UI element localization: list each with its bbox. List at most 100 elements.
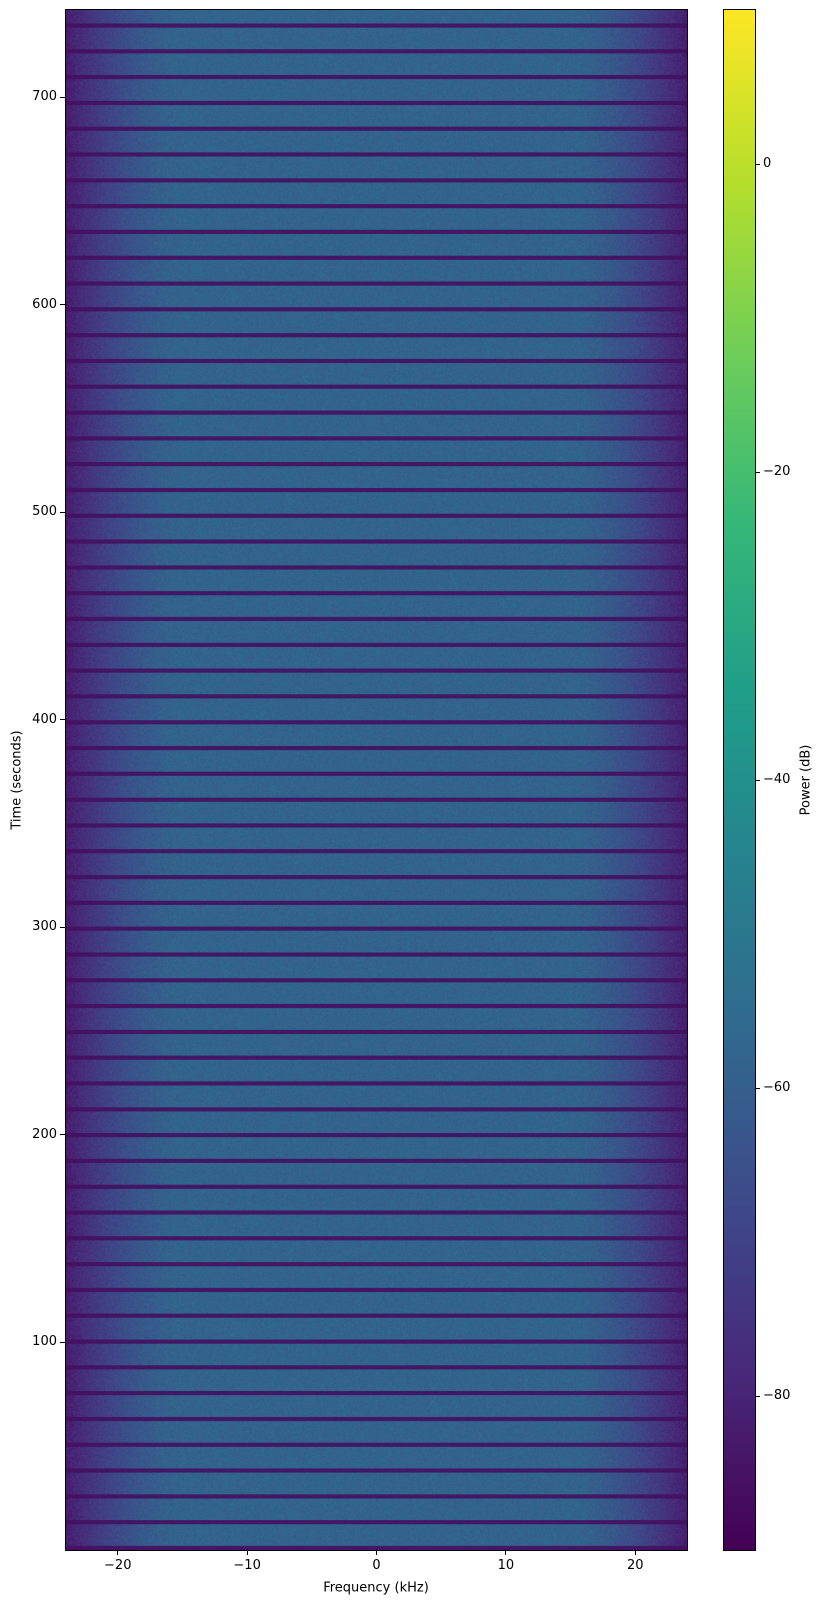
dropout-stripe: [66, 1442, 687, 1447]
spectrogram-plot-area: [66, 10, 687, 1550]
dropout-stripe: [66, 926, 687, 931]
colorbar-label: Power (dB): [798, 744, 814, 816]
dropout-stripe: [66, 1339, 687, 1344]
dropout-stripe: [66, 694, 687, 699]
dropout-stripe: [66, 74, 687, 80]
x-tick: [246, 1550, 248, 1555]
y-tick-label: 600: [32, 296, 57, 312]
dropout-stripe: [66, 565, 687, 570]
x-axis-label: Frequency (kHz): [323, 1580, 429, 1596]
colorbar-tick-label: −80: [763, 1388, 791, 1403]
dropout-stripe: [66, 1081, 687, 1086]
dropout-stripe: [66, 849, 687, 854]
dropout-stripe: [66, 771, 687, 776]
x-tick: [634, 1550, 636, 1555]
colorbar-tick: [755, 1087, 760, 1089]
y-tick-label: 200: [32, 1126, 57, 1142]
dropout-stripe: [66, 229, 687, 234]
y-tick-label: 400: [32, 711, 57, 727]
y-tick: [60, 511, 65, 513]
colorbar-tick-label: −20: [763, 464, 791, 479]
dropout-stripes: [66, 23, 687, 1550]
dropout-stripe: [66, 952, 687, 957]
x-tick: [117, 1550, 119, 1555]
dropout-stripe: [66, 539, 687, 544]
y-tick-label: 100: [32, 1334, 57, 1350]
colorbar-tick: [755, 471, 760, 473]
dropout-stripe: [66, 126, 687, 131]
y-tick-label: 300: [32, 919, 57, 935]
dropout-stripe: [66, 591, 687, 596]
dropout-stripe: [66, 1365, 687, 1370]
x-tick-label: −20: [104, 1558, 132, 1573]
y-tick: [60, 1341, 65, 1343]
colorbar-tick: [755, 1395, 760, 1397]
y-tick: [60, 719, 65, 721]
dropout-stripe: [66, 333, 687, 338]
dropout-stripe: [66, 1158, 687, 1163]
dropout-stripe: [66, 1236, 687, 1241]
dropout-stripe: [66, 875, 687, 880]
dropout-stripe: [66, 1055, 687, 1060]
dropout-stripe: [66, 900, 687, 905]
dropout-stripe: [66, 1520, 687, 1525]
dropout-stripe: [66, 178, 687, 183]
dropout-stripe: [66, 1262, 687, 1267]
dropout-stripe: [66, 204, 687, 209]
dropout-stripe: [66, 1313, 687, 1318]
dropout-stripe: [66, 152, 687, 157]
spectrogram-heatmap: [66, 10, 687, 1550]
dropout-stripe: [66, 100, 687, 106]
dropout-stripe: [66, 384, 687, 389]
dropout-stripe: [66, 1107, 687, 1112]
y-tick: [60, 1134, 65, 1136]
dropout-stripe: [66, 1494, 687, 1499]
dropout-stripe: [66, 745, 687, 751]
dropout-stripe: [66, 1133, 687, 1138]
dropout-stripe: [66, 616, 687, 622]
dropout-stripe: [66, 410, 687, 415]
x-tick: [505, 1550, 507, 1555]
dropout-stripe: [66, 1468, 687, 1473]
x-tick-label: 10: [497, 1558, 515, 1573]
dropout-stripe: [66, 1416, 687, 1422]
dropout-stripe: [66, 487, 687, 493]
x-tick-label: 20: [626, 1558, 644, 1573]
colorbar: [724, 10, 755, 1550]
y-tick: [60, 926, 65, 928]
dropout-stripe: [66, 358, 687, 364]
y-axis-label: Time (seconds): [9, 730, 25, 830]
dropout-stripe: [66, 1029, 687, 1035]
colorbar-tick-label: −60: [763, 1080, 791, 1095]
colorbar-tick-label: 0: [763, 156, 772, 171]
y-tick-label: 500: [32, 504, 57, 520]
dropout-stripe: [66, 1287, 687, 1293]
dropout-stripe: [66, 23, 687, 28]
y-tick: [60, 96, 65, 98]
dropout-stripe: [66, 1003, 687, 1009]
dropout-stripe: [66, 1184, 687, 1189]
dropout-stripe: [66, 823, 687, 828]
dropout-stripe: [66, 1210, 687, 1215]
x-tick-label: −10: [233, 1558, 261, 1573]
dropout-stripe: [66, 1391, 687, 1396]
colorbar-tick: [755, 163, 760, 165]
y-tick-label: 700: [32, 89, 57, 105]
dropout-stripe: [66, 49, 687, 54]
dropout-stripe: [66, 462, 687, 467]
dropout-stripe: [66, 978, 687, 983]
dropout-stripe: [66, 1545, 687, 1550]
dropout-stripe: [66, 255, 687, 260]
dropout-stripe: [66, 513, 687, 518]
colorbar-tick: [755, 779, 760, 781]
y-tick: [60, 304, 65, 306]
dropout-stripe: [66, 307, 687, 312]
dropout-stripe: [66, 436, 687, 441]
x-tick-label: 0: [372, 1558, 381, 1573]
dropout-stripe: [66, 720, 687, 725]
x-tick: [376, 1550, 377, 1555]
colorbar-tick-label: −40: [763, 772, 791, 787]
dropout-stripe: [66, 797, 687, 802]
dropout-stripe: [66, 668, 687, 673]
dropout-stripe: [66, 642, 687, 647]
